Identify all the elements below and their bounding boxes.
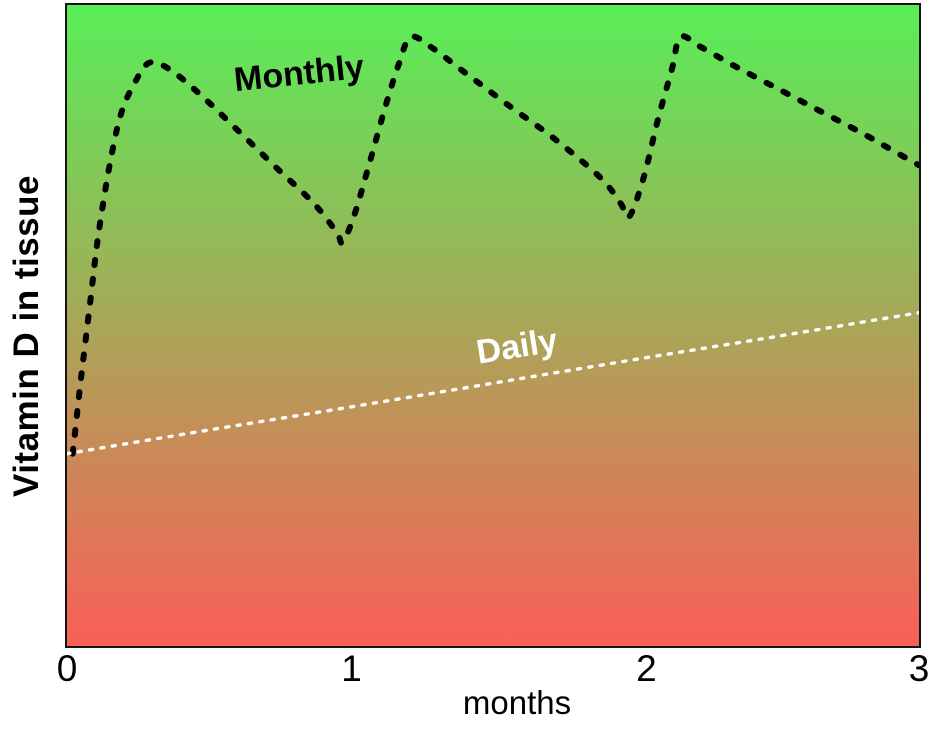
chart-canvas (67, 33, 919, 457)
plot-area: Monthly Daily (65, 3, 921, 648)
x-tick-2: 2 (636, 648, 657, 689)
x-tick-0: 0 (56, 648, 78, 689)
x-tick-3: 3 (908, 648, 930, 689)
x-tick-1: 1 (341, 648, 362, 689)
series-monthly-line (69, 33, 919, 457)
x-axis-label: months (462, 684, 572, 721)
